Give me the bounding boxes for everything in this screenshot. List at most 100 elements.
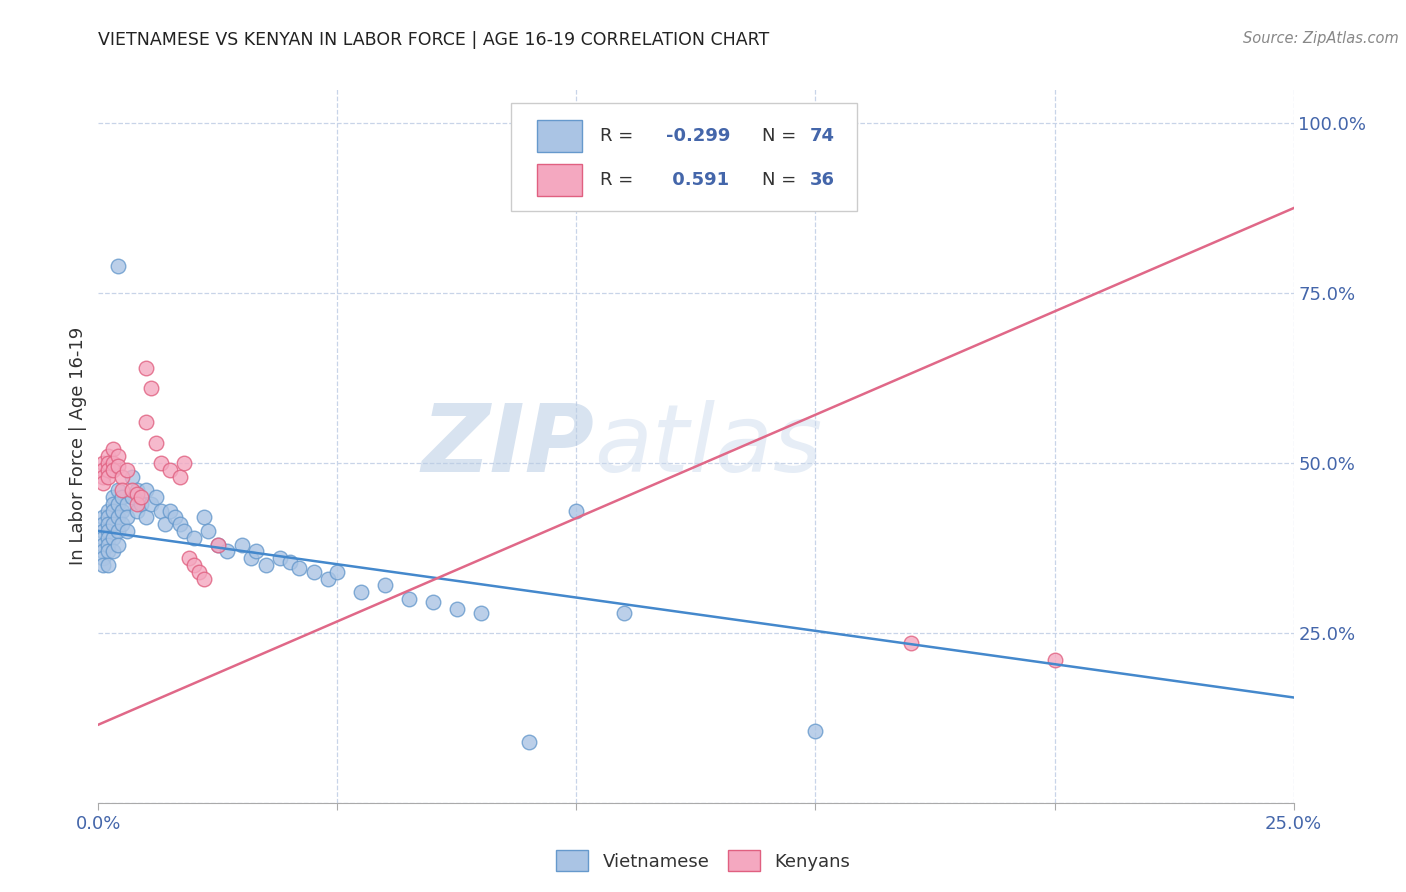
Text: N =: N =: [762, 127, 801, 145]
Point: [97, 510, 120, 524]
Point: [101, 490, 124, 504]
Point: [422, 595, 444, 609]
Point: [91, 531, 114, 545]
Point: [91, 551, 114, 566]
Point: [91, 537, 114, 551]
Point: [107, 259, 129, 273]
Point: [97, 558, 120, 572]
Point: [115, 524, 138, 538]
Point: [101, 517, 124, 532]
Text: ZIP: ZIP: [422, 400, 595, 492]
Point: [269, 551, 291, 566]
Point: [125, 486, 148, 500]
Point: [145, 490, 167, 504]
Point: [107, 537, 129, 551]
Point: [125, 497, 148, 511]
Text: -0.299: -0.299: [666, 127, 731, 145]
Text: N =: N =: [762, 171, 801, 189]
Point: [145, 435, 167, 450]
Point: [107, 483, 129, 498]
Point: [398, 591, 420, 606]
Point: [135, 483, 157, 498]
Point: [111, 503, 134, 517]
FancyBboxPatch shape: [537, 120, 582, 152]
Point: [131, 497, 153, 511]
Point: [107, 449, 129, 463]
Point: [91, 517, 114, 532]
Point: [470, 606, 492, 620]
Point: [207, 537, 229, 551]
Point: [139, 381, 162, 395]
Point: [125, 503, 148, 517]
Point: [135, 415, 157, 429]
Point: [1043, 653, 1066, 667]
Point: [111, 469, 134, 483]
Point: [254, 558, 277, 572]
FancyBboxPatch shape: [537, 164, 582, 196]
Text: Source: ZipAtlas.com: Source: ZipAtlas.com: [1243, 31, 1399, 46]
Point: [111, 483, 134, 498]
Point: [101, 503, 124, 517]
Point: [316, 572, 339, 586]
Point: [139, 497, 162, 511]
Point: [97, 537, 120, 551]
Point: [350, 585, 373, 599]
Point: [183, 558, 205, 572]
Point: [135, 360, 157, 375]
Point: [900, 636, 922, 650]
Point: [97, 463, 120, 477]
Point: [217, 544, 239, 558]
Point: [97, 449, 120, 463]
Point: [173, 456, 195, 470]
Point: [288, 561, 311, 575]
Point: [121, 469, 143, 483]
Point: [91, 469, 114, 483]
Point: [97, 503, 120, 517]
Point: [101, 456, 124, 470]
Point: [97, 531, 120, 545]
Point: [149, 503, 172, 517]
Point: [193, 510, 215, 524]
Point: [125, 483, 148, 498]
Point: [804, 724, 827, 739]
Point: [121, 490, 143, 504]
Point: [97, 524, 120, 538]
Point: [159, 463, 181, 477]
Point: [245, 544, 267, 558]
Point: [115, 497, 138, 511]
Point: [183, 531, 205, 545]
Point: [207, 537, 229, 551]
Point: [155, 517, 177, 532]
Point: [121, 483, 143, 498]
Point: [97, 456, 120, 470]
Point: [173, 524, 195, 538]
FancyBboxPatch shape: [510, 103, 858, 211]
Text: 36: 36: [810, 171, 835, 189]
Point: [91, 558, 114, 572]
Point: [107, 497, 129, 511]
Text: 0.591: 0.591: [666, 171, 730, 189]
Text: R =: R =: [600, 171, 640, 189]
Point: [97, 544, 120, 558]
Point: [111, 517, 134, 532]
Point: [91, 524, 114, 538]
Text: atlas: atlas: [595, 401, 823, 491]
Text: VIETNAMESE VS KENYAN IN LABOR FORCE | AGE 16-19 CORRELATION CHART: VIETNAMESE VS KENYAN IN LABOR FORCE | AG…: [98, 31, 769, 49]
Point: [97, 517, 120, 532]
Point: [197, 524, 219, 538]
Point: [169, 517, 191, 532]
Point: [179, 551, 201, 566]
Point: [107, 510, 129, 524]
Point: [97, 469, 120, 483]
Point: [115, 463, 138, 477]
Point: [326, 565, 349, 579]
Point: [91, 456, 114, 470]
Point: [374, 578, 396, 592]
Point: [135, 510, 157, 524]
Text: 74: 74: [810, 127, 835, 145]
Legend: Vietnamese, Kenyans: Vietnamese, Kenyans: [548, 843, 858, 879]
Point: [101, 497, 124, 511]
Text: R =: R =: [600, 127, 640, 145]
Point: [193, 572, 215, 586]
Point: [302, 565, 325, 579]
